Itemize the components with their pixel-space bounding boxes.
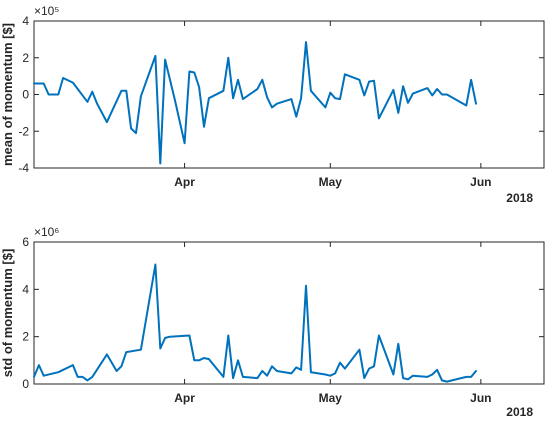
std-momentum-ticks bbox=[34, 241, 544, 385]
mean-momentum-ytick-label: 0 bbox=[22, 88, 29, 102]
std-momentum-year-label: 2018 bbox=[506, 405, 533, 419]
mean-momentum-ticks bbox=[34, 20, 544, 169]
mean-momentum-xtick-label: May bbox=[319, 175, 343, 189]
mean-momentum-xtick-label: Apr bbox=[174, 175, 195, 189]
mean-momentum-year-label: 2018 bbox=[506, 191, 533, 205]
mean-momentum-panel: -4 -2 0 2 4 Apr May Jun ×10⁵ 2018 mean of mome… bbox=[0, 4, 545, 205]
std-momentum-xtick-label: Jun bbox=[470, 391, 491, 405]
mean-momentum-xtick-labels: Apr May Jun bbox=[174, 175, 491, 189]
mean-momentum-ylabel: mean of momentum [$] bbox=[0, 23, 15, 166]
std-momentum-xtick-labels: Apr May Jun bbox=[174, 391, 491, 405]
mean-momentum-ytick-label: 4 bbox=[22, 14, 29, 28]
std-momentum-series-line bbox=[33, 263, 477, 383]
mean-momentum-ytick-label: -4 bbox=[18, 161, 29, 175]
std-momentum-xtick-label: Apr bbox=[174, 391, 195, 405]
mean-momentum-exponent-label: ×10⁵ bbox=[34, 4, 59, 18]
std-momentum-exponent-label: ×10⁶ bbox=[34, 225, 59, 239]
mean-momentum-ytick-label: 2 bbox=[22, 51, 29, 65]
mean-momentum-ytick-labels: -4 -2 0 2 4 bbox=[18, 14, 29, 175]
mean-momentum-series-line bbox=[33, 41, 477, 165]
std-momentum-ytick-label: 4 bbox=[22, 282, 29, 296]
std-momentum-panel: 0 2 4 6 Apr May Jun ×10⁶ 2018 std of momentum… bbox=[0, 225, 545, 419]
std-momentum-ytick-label: 6 bbox=[22, 235, 29, 249]
mean-momentum-xtick-label: Jun bbox=[470, 175, 491, 189]
std-momentum-axes bbox=[33, 241, 545, 385]
std-momentum-ylabel: std of momentum [$] bbox=[0, 249, 15, 378]
mean-momentum-ytick-label: -2 bbox=[18, 124, 29, 138]
std-momentum-ytick-label: 0 bbox=[22, 377, 29, 391]
std-momentum-xtick-label: May bbox=[319, 391, 343, 405]
std-momentum-ytick-label: 2 bbox=[22, 330, 29, 344]
std-momentum-ytick-labels: 0 2 4 6 bbox=[22, 235, 29, 391]
